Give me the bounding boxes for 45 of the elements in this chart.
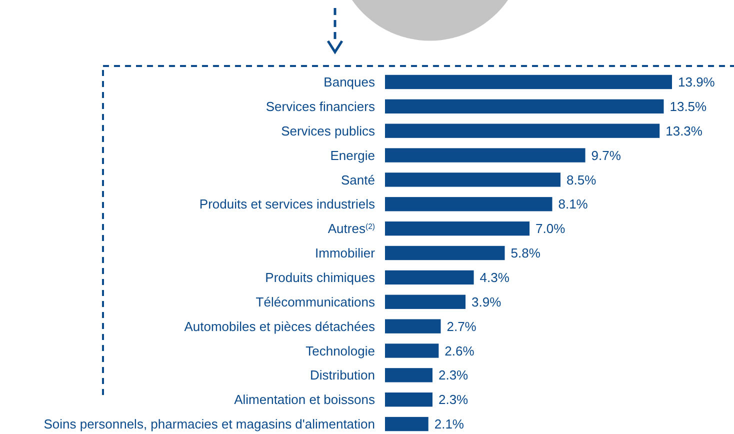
data-label: 2.7%: [446, 318, 477, 334]
data-label: 2.3%: [438, 392, 469, 408]
y-tick-label: Produits chimiques: [265, 270, 376, 285]
bar: [385, 74, 672, 90]
bar: [385, 344, 439, 358]
y-tick-label: Produits et services industriels: [199, 196, 376, 212]
y-tick-label: Immobilier: [315, 246, 376, 261]
y-tick-label: Banques: [324, 74, 376, 90]
data-label: 8.1%: [558, 196, 588, 212]
bar: [385, 124, 660, 138]
data-label: 13.9%: [678, 74, 716, 90]
bar: [385, 270, 474, 285]
bar: [385, 392, 432, 407]
data-label: 2.1%: [434, 416, 464, 432]
data-label: 3.9%: [472, 294, 502, 310]
data-label: 2.3%: [438, 368, 469, 383]
y-tick-label: Alimentation et boissons: [234, 392, 376, 408]
bar: [385, 99, 664, 114]
y-tick-label: Santé: [341, 172, 375, 188]
bar: [385, 197, 552, 212]
bar: [385, 368, 432, 382]
data-label: 8.5%: [566, 172, 597, 188]
data-label: 13.5%: [670, 98, 708, 114]
y-tick-label: Automobiles et pièces détachées: [184, 318, 376, 334]
y-tick-label: Télécommunications: [256, 294, 376, 310]
bar: [385, 221, 530, 236]
y-tick-label: Technologie: [306, 343, 375, 358]
y-tick-label: Distribution: [310, 368, 375, 383]
bar: [385, 148, 586, 162]
data-label: 7.0%: [536, 221, 566, 236]
y-tick-label: Services financiers: [266, 98, 376, 114]
bar: [385, 416, 428, 432]
data-label: 5.8%: [510, 246, 541, 261]
y-tick-label: Energie: [330, 148, 375, 163]
bar: [385, 172, 561, 187]
bar: [385, 294, 466, 309]
data-label: 13.3%: [666, 123, 703, 138]
data-label: 2.6%: [444, 343, 475, 358]
data-label: 4.3%: [480, 270, 510, 285]
y-tick-label: Services publics: [281, 123, 376, 138]
y-tick-label: Autres$^{(2)}$: [328, 221, 376, 236]
bar: [385, 246, 505, 260]
data-label: 9.7%: [591, 148, 622, 163]
bar: [385, 319, 441, 334]
y-tick-label: Soins personnels, pharmacies et magasins d'alimentation: [44, 416, 375, 432]
